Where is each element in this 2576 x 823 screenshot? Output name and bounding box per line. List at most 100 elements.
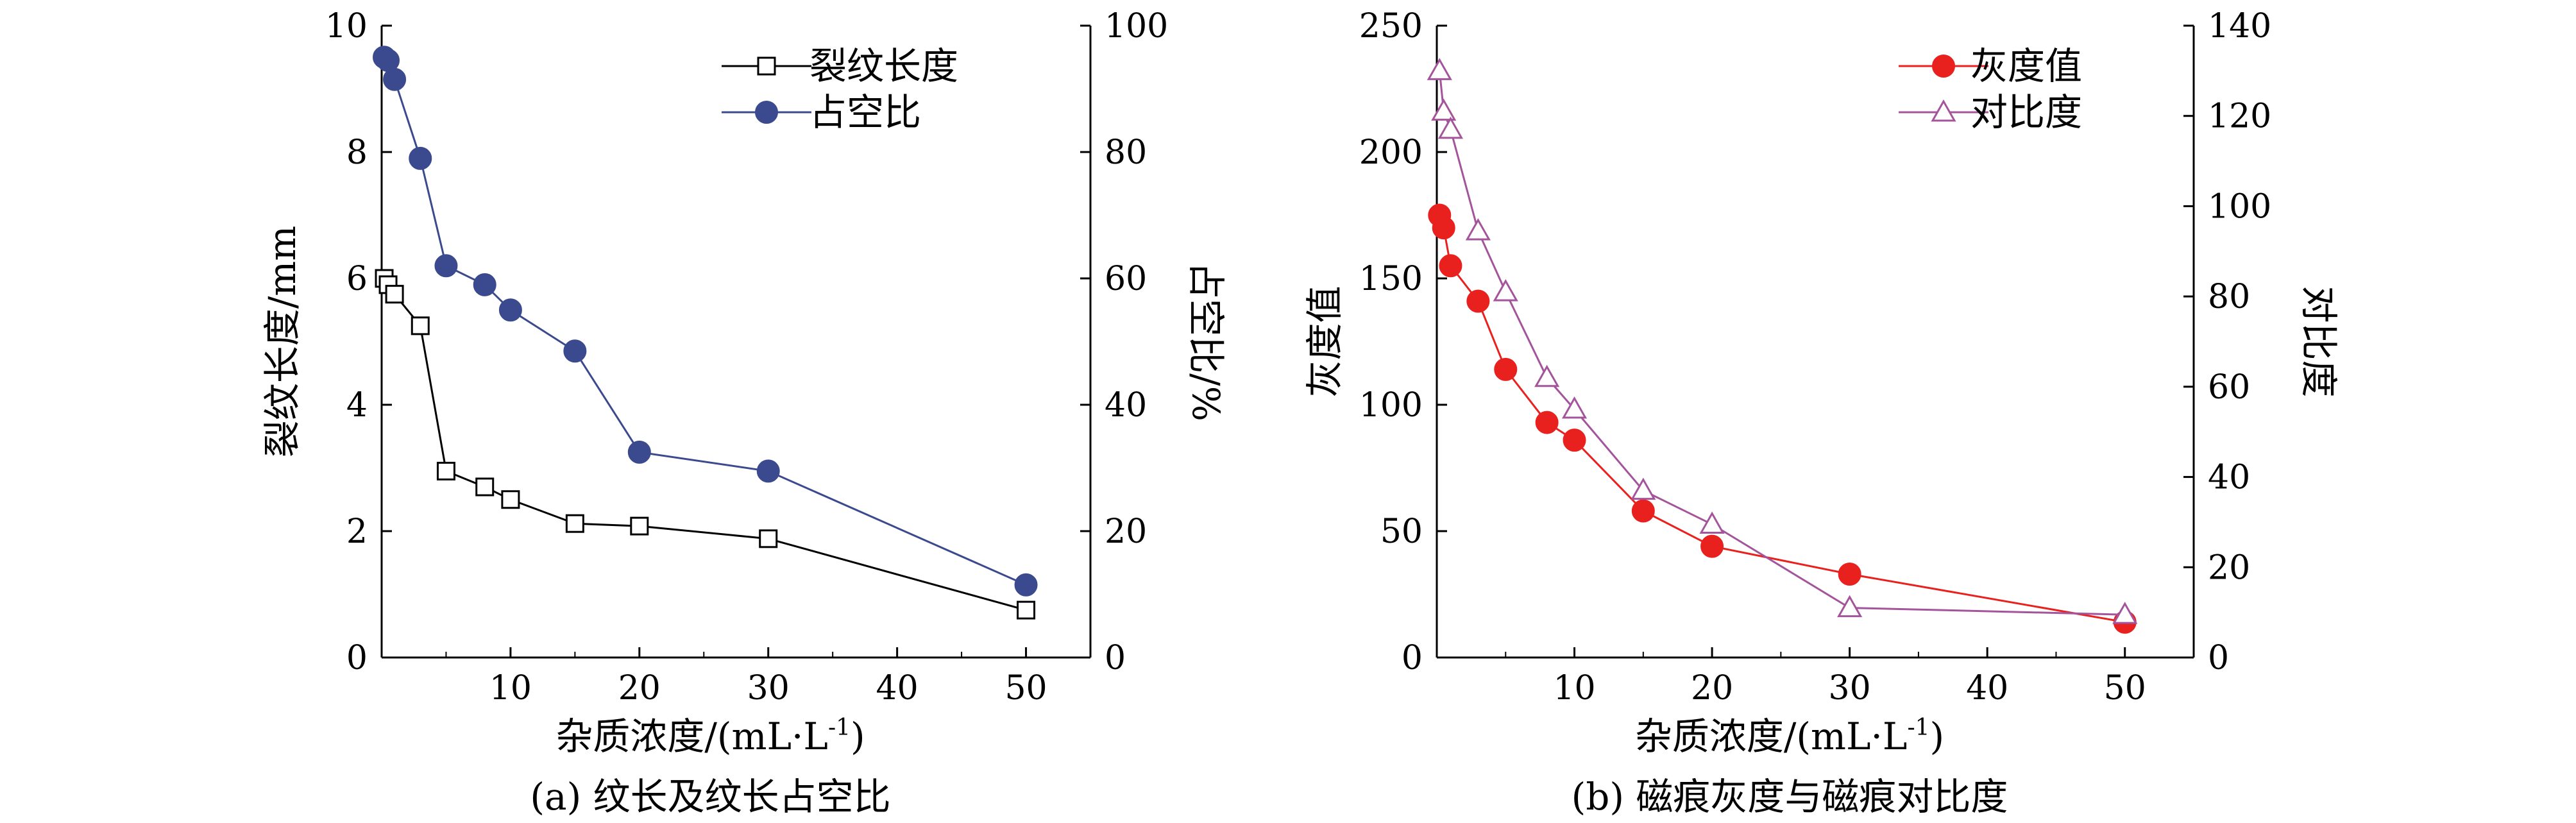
- data-point: [1466, 289, 1490, 313]
- data-point: [1838, 562, 1861, 586]
- data-point: [1017, 600, 1036, 620]
- x-axis-label-tail: ): [1930, 715, 1945, 758]
- right-tick-label: 80: [1105, 133, 1147, 172]
- left-tick-label: 0: [346, 639, 368, 677]
- data-point: [1534, 364, 1560, 387]
- data-point: [383, 67, 407, 91]
- data-point: [1014, 573, 1038, 597]
- right-tick-label: 40: [2208, 459, 2250, 497]
- data-point: [1699, 511, 1725, 534]
- x-axis-label-main: 杂质浓度/(mL·L: [555, 715, 828, 758]
- data-point: [1631, 477, 1656, 500]
- data-point: [630, 516, 649, 536]
- right-tick-label: 120: [2208, 98, 2271, 136]
- data-point: [1563, 428, 1586, 452]
- x-axis-label-tail: ): [851, 715, 865, 758]
- data-point: [2112, 602, 2138, 624]
- data-point: [1431, 98, 1457, 121]
- legend-marker: [1931, 99, 1956, 122]
- legend-label: 占空比: [809, 90, 921, 134]
- right-tick-label: 0: [1105, 639, 1126, 677]
- x-tick-label: 10: [489, 669, 532, 708]
- data-point: [475, 477, 495, 496]
- data-point: [1465, 218, 1491, 241]
- x-tick-label: 30: [1829, 669, 1871, 708]
- right-tick-label: 140: [2208, 7, 2271, 46]
- y-axis-label-right: 对比度: [2297, 285, 2341, 397]
- x-tick-label: 20: [1691, 669, 1733, 708]
- x-tick-label: 40: [876, 669, 919, 708]
- left-tick-label: 200: [1359, 133, 1423, 172]
- data-point: [409, 146, 432, 170]
- left-tick-label: 6: [346, 260, 368, 298]
- right-tick-label: 20: [2208, 548, 2250, 587]
- data-point: [1631, 499, 1655, 523]
- left-tick-label: 100: [1359, 386, 1423, 425]
- x-tick-label: 50: [2104, 669, 2146, 708]
- x-axis-label-sup: -1: [828, 715, 851, 741]
- data-point: [434, 254, 458, 278]
- data-point: [1437, 116, 1464, 139]
- right-tick-label: 80: [2208, 278, 2250, 316]
- x-tick-label: 20: [618, 669, 661, 708]
- data-point: [1493, 279, 1518, 301]
- right-tick-label: 60: [2208, 368, 2250, 407]
- y-axis-label-left: 灰度值: [1303, 285, 1346, 397]
- right-tick-label: 100: [2208, 187, 2271, 226]
- left-tick-label: 250: [1359, 7, 1423, 46]
- y-axis-label-right: 占空比/%: [1184, 262, 1228, 421]
- x-axis-label-main: 杂质浓度/(mL·L: [1635, 715, 1908, 758]
- x-axis-label-sup: -1: [1907, 715, 1929, 741]
- data-point: [1432, 216, 1455, 240]
- chart-panel-b: 0 50 100 150 200 250 0 20 40 60 80 100 120 140 10 20 30 4…: [1303, 7, 2341, 819]
- legend-label: 裂纹长度: [809, 44, 958, 88]
- data-point: [1439, 254, 1462, 278]
- legend-marker: [1932, 55, 1955, 78]
- series-line-1: [383, 278, 1026, 611]
- data-point: [436, 461, 455, 480]
- left-tick-label: 2: [346, 513, 368, 551]
- figure-caption: (a) 纹长及纹长占空比: [530, 775, 890, 819]
- left-tick-label: 50: [1380, 513, 1423, 551]
- data-point: [759, 529, 778, 548]
- series-line-2: [384, 56, 1027, 586]
- data-point: [627, 440, 651, 464]
- data-point: [1535, 411, 1559, 434]
- y-axis-label-left: 裂纹长度/mm: [260, 226, 304, 458]
- data-point: [411, 316, 430, 335]
- right-tick-label: 20: [1105, 513, 1147, 551]
- data-point: [501, 490, 520, 509]
- left-tick-label: 10: [325, 7, 368, 46]
- x-tick-label: 50: [1004, 669, 1047, 708]
- data-point: [1494, 357, 1518, 381]
- data-point: [563, 339, 587, 363]
- x-tick-label: 30: [747, 669, 790, 708]
- legend-marker: [757, 56, 776, 76]
- legend-marker: [755, 101, 778, 124]
- data-point: [473, 273, 496, 296]
- data-point: [1561, 396, 1588, 419]
- x-axis-label: 杂质浓度/(mL·L-1): [555, 715, 865, 758]
- left-tick-label: 4: [346, 386, 368, 425]
- right-tick-label: 0: [2208, 639, 2229, 677]
- data-point: [1837, 595, 1863, 618]
- left-tick-label: 150: [1359, 260, 1423, 298]
- data-point: [565, 514, 584, 533]
- data-point: [385, 285, 404, 304]
- legend-label: 灰度值: [1970, 44, 2082, 88]
- x-axis-label: 杂质浓度/(mL·L-1): [1635, 715, 1944, 758]
- x-tick-label: 10: [1553, 669, 1595, 708]
- data-point: [756, 459, 780, 483]
- right-tick-label: 100: [1105, 7, 1168, 46]
- legend-label: 对比度: [1970, 90, 2082, 134]
- left-tick-label: 0: [1402, 639, 1423, 677]
- data-point: [498, 298, 522, 322]
- data-point: [1700, 534, 1724, 558]
- x-tick-label: 40: [1966, 669, 2008, 708]
- series-line-2: [1438, 71, 2125, 616]
- figure-caption: (b) 磁痕灰度与磁痕对比度: [1572, 775, 2008, 819]
- right-tick-label: 40: [1105, 386, 1147, 425]
- data-point: [1427, 58, 1452, 80]
